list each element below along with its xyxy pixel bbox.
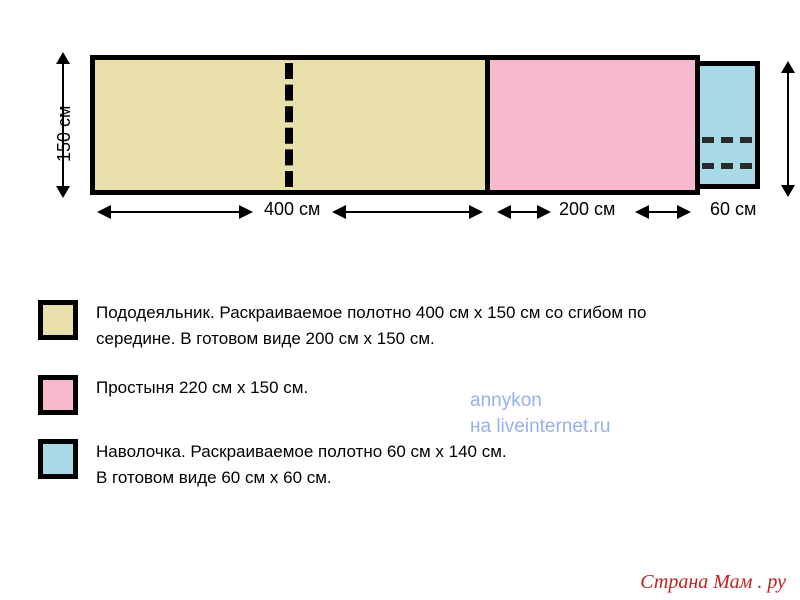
dim-arrow-h <box>500 211 548 213</box>
legend-text-pillow: Наволочка. Раскраиваемое полотно 60 см x… <box>96 439 507 490</box>
dimension-bottom: 400 см 200 см 60 см <box>90 203 770 243</box>
legend-text-sheet: Простыня 220 см x 150 см. <box>96 375 308 401</box>
swatch-sheet <box>38 375 78 415</box>
dimension-left: 150 см <box>40 50 90 200</box>
dim-arrow-h <box>335 211 480 213</box>
dim-arrow-h <box>100 211 250 213</box>
fabric-layout <box>90 55 760 195</box>
legend-row-sheet: Простыня 220 см x 150 см. <box>38 375 768 415</box>
dim-label-200: 200 см <box>555 199 619 220</box>
dim-arrow-h <box>638 211 688 213</box>
legend-line: середине. В готовом виде 200 см x 150 см… <box>96 329 435 348</box>
piece-pillow <box>695 61 760 190</box>
site-credit: Страна Мам . ру <box>640 571 786 594</box>
legend-line: Простыня 220 см x 150 см. <box>96 378 308 397</box>
dim-label-60: 60 см <box>706 199 760 220</box>
legend-line: Наволочка. Раскраиваемое полотно 60 см x… <box>96 442 507 461</box>
legend-line: Пододеяльник. Раскраиваемое полотно 400 … <box>96 303 646 322</box>
dimension-right: 140 см <box>765 50 800 210</box>
dim-arrow-vertical <box>787 64 789 194</box>
duvet-fold-line <box>285 63 293 187</box>
legend: Пододеяльник. Раскраиваемое полотно 400 … <box>38 300 768 514</box>
swatch-pillow <box>38 439 78 479</box>
legend-text-duvet: Пододеяльник. Раскраиваемое полотно 400 … <box>96 300 646 351</box>
pillow-fold-line-1 <box>702 137 752 143</box>
legend-line: В готовом виде 60 см x 60 см. <box>96 468 332 487</box>
dim-label-left: 150 см <box>54 106 75 162</box>
pillow-fold-line-2 <box>702 163 752 169</box>
dim-label-400: 400 см <box>260 199 324 220</box>
legend-row-pillow: Наволочка. Раскраиваемое полотно 60 см x… <box>38 439 768 490</box>
cutting-diagram: 150 см 140 см 400 см 200 см 60 см <box>20 15 780 275</box>
piece-sheet <box>485 55 700 195</box>
legend-row-duvet: Пододеяльник. Раскраиваемое полотно 400 … <box>38 300 768 351</box>
swatch-duvet <box>38 300 78 340</box>
